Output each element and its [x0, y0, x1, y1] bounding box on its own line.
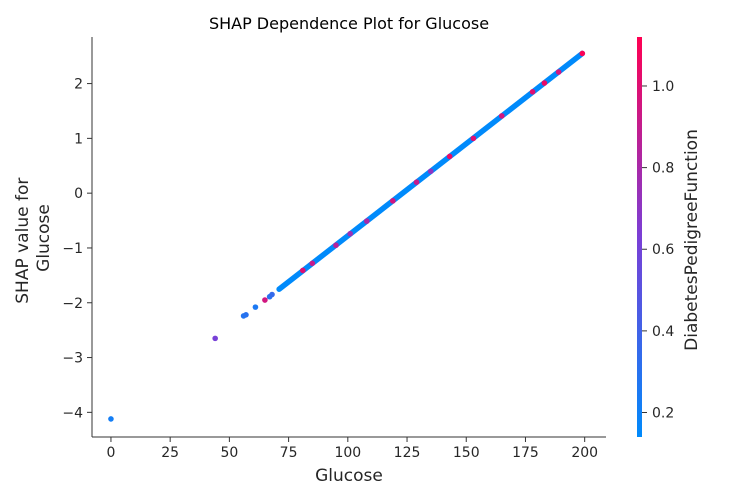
y-tick-label: −2 [62, 296, 83, 312]
scatter-point [252, 304, 259, 310]
scatter-point [269, 291, 275, 298]
x-tick-label: 200 [571, 445, 598, 461]
scatter-point [541, 80, 548, 86]
scatter-point [470, 135, 477, 142]
y-tick-label: 0 [74, 186, 83, 202]
scatter-point [446, 153, 453, 160]
scatter-point [347, 230, 353, 237]
scatter-point [363, 218, 370, 224]
scatter-point [498, 113, 505, 119]
x-tick-label: 175 [512, 445, 539, 461]
x-axis-ticks: 0 25 50 75 100 125 150 175 200 [106, 437, 598, 461]
y-tick-label: −3 [62, 351, 83, 367]
scatter-point [309, 260, 316, 267]
colorbar-tick-label: 0.4 [652, 324, 674, 340]
colorbar-tick-label: 0.6 [652, 242, 674, 258]
x-tick-label: 100 [334, 445, 361, 461]
scatter-point [262, 297, 268, 303]
chart-title: SHAP Dependence Plot for Glucose [209, 14, 489, 33]
scatter-point [529, 88, 536, 95]
y-tick-label: −4 [62, 405, 83, 421]
scatter-point [390, 198, 396, 204]
x-tick-label: 25 [161, 445, 179, 461]
y-tick-label: 2 [74, 77, 83, 93]
y-tick-label: 1 [74, 131, 83, 147]
x-tick-label: 125 [394, 445, 421, 461]
scatter-point [427, 168, 434, 175]
colorbar-ticks: 0.2 0.4 0.6 0.8 1.0 [642, 79, 674, 422]
scatter-point [243, 312, 249, 318]
x-tick-label: 75 [280, 445, 298, 461]
colorbar [637, 37, 642, 437]
scatter-point [212, 335, 218, 342]
y-axis-ticks: −4 −3 −2 −1 0 1 2 [62, 77, 92, 421]
scatter-point [555, 69, 562, 75]
scatter-point [579, 50, 586, 57]
scatter-point [300, 267, 306, 274]
plot-area [108, 50, 586, 422]
x-tick-label: 50 [220, 445, 238, 461]
colorbar-label: DiabetesPedigreeFunction [682, 129, 702, 351]
x-axis-label: Glucose [315, 466, 383, 486]
y-axis-label-line-2: Glucose [34, 204, 54, 272]
x-tick-label: 150 [453, 445, 480, 461]
colorbar-tick-label: 0.2 [652, 406, 674, 422]
y-axis-label: SHAP value for Glucose [13, 172, 54, 303]
colorbar-tick-label: 0.8 [652, 161, 674, 177]
y-axis-label-line-1: SHAP value for [13, 178, 33, 304]
colorbar-tick-label: 1.0 [652, 79, 674, 95]
scatter-point [413, 179, 420, 186]
scatter-point [333, 242, 339, 249]
y-tick-label: −1 [62, 241, 83, 257]
scatter-point [108, 416, 114, 422]
x-tick-label: 0 [106, 445, 115, 461]
